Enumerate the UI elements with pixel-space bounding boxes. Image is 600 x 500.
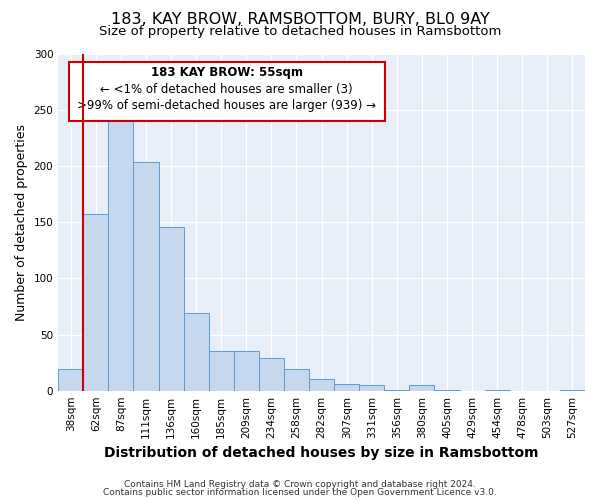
Text: ← <1% of detached houses are smaller (3): ← <1% of detached houses are smaller (3) — [100, 82, 353, 96]
X-axis label: Distribution of detached houses by size in Ramsbottom: Distribution of detached houses by size … — [104, 446, 539, 460]
Text: >99% of semi-detached houses are larger (939) →: >99% of semi-detached houses are larger … — [77, 100, 376, 112]
Bar — [109, 110, 133, 390]
Y-axis label: Number of detached properties: Number of detached properties — [15, 124, 28, 321]
Bar — [309, 380, 334, 390]
Text: Contains HM Land Registry data © Crown copyright and database right 2024.: Contains HM Land Registry data © Crown c… — [124, 480, 476, 489]
Bar — [209, 352, 234, 391]
Bar — [234, 352, 259, 391]
Bar — [359, 385, 385, 390]
Bar — [284, 370, 309, 390]
Text: 183 KAY BROW: 55sqm: 183 KAY BROW: 55sqm — [151, 66, 303, 79]
Text: Contains public sector information licensed under the Open Government Licence v3: Contains public sector information licen… — [103, 488, 497, 497]
Bar — [409, 385, 434, 390]
FancyBboxPatch shape — [69, 62, 385, 122]
Bar — [58, 370, 83, 390]
Bar — [83, 214, 109, 390]
Bar — [158, 227, 184, 390]
Bar — [259, 358, 284, 390]
Bar — [334, 384, 359, 390]
Text: 183, KAY BROW, RAMSBOTTOM, BURY, BL0 9AY: 183, KAY BROW, RAMSBOTTOM, BURY, BL0 9AY — [110, 12, 490, 28]
Text: Size of property relative to detached houses in Ramsbottom: Size of property relative to detached ho… — [99, 25, 501, 38]
Bar — [133, 162, 158, 390]
Bar — [184, 313, 209, 390]
